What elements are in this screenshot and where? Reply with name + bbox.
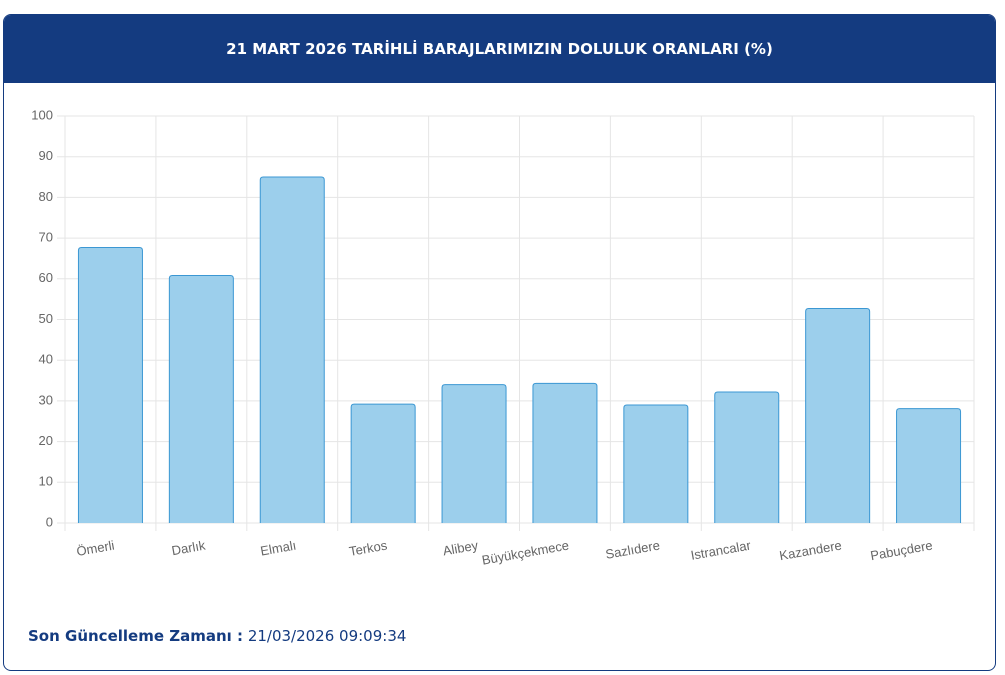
bar [77, 246, 143, 523]
x-tick-label: Terkos [348, 537, 389, 559]
y-tick-label: 10 [39, 474, 53, 489]
y-tick-label: 80 [39, 189, 53, 204]
title: 21 MART 2026 TARİHLİ BARAJLARIMIZIN DOLU… [226, 40, 773, 58]
x-tick-label: Sazlıdere [604, 538, 661, 562]
card: 21 MART 2026 TARİHLİ BARAJLARIMIZIN DOLU… [3, 14, 996, 671]
bar [623, 404, 689, 523]
x-tick-label: Büyükçekmece [481, 538, 570, 568]
y-tick-label: 30 [39, 392, 53, 407]
x-tick-label: Elmalı [259, 538, 297, 559]
update-value: 21/03/2026 09:09:34 [247, 627, 407, 645]
header: 21 MART 2026 TARİHLİ BARAJLARIMIZIN DOLU… [4, 15, 995, 83]
y-tick-label: 40 [39, 352, 53, 367]
y-tick-label: 50 [39, 311, 53, 326]
x-tick-label: Kazandere [778, 538, 843, 564]
y-tick-label: 90 [39, 148, 53, 163]
y-tick-label: 20 [39, 433, 53, 448]
bar [805, 308, 871, 523]
footer: Son Güncelleme Zamanı : 21/03/2026 09:09… [28, 627, 406, 645]
x-tick-label: Alibey [442, 537, 480, 558]
x-tick-label: Darlık [170, 537, 207, 558]
bar [896, 408, 962, 523]
bar [168, 275, 234, 523]
y-tick-label: 100 [31, 107, 53, 122]
update-label: Son Güncelleme Zamanı : [28, 627, 244, 645]
x-tick-label: Istrancalar [689, 537, 752, 562]
x-tick-label: Ömerli [75, 538, 115, 559]
y-tick-label: 0 [46, 514, 53, 529]
bar [714, 391, 780, 523]
bar [441, 384, 507, 523]
bar [259, 176, 325, 523]
bar [350, 403, 416, 523]
y-tick-label: 70 [39, 230, 53, 245]
y-tick-label: 60 [39, 270, 53, 285]
x-tick-label: Pabuçdere [869, 538, 934, 564]
bar [532, 382, 598, 523]
